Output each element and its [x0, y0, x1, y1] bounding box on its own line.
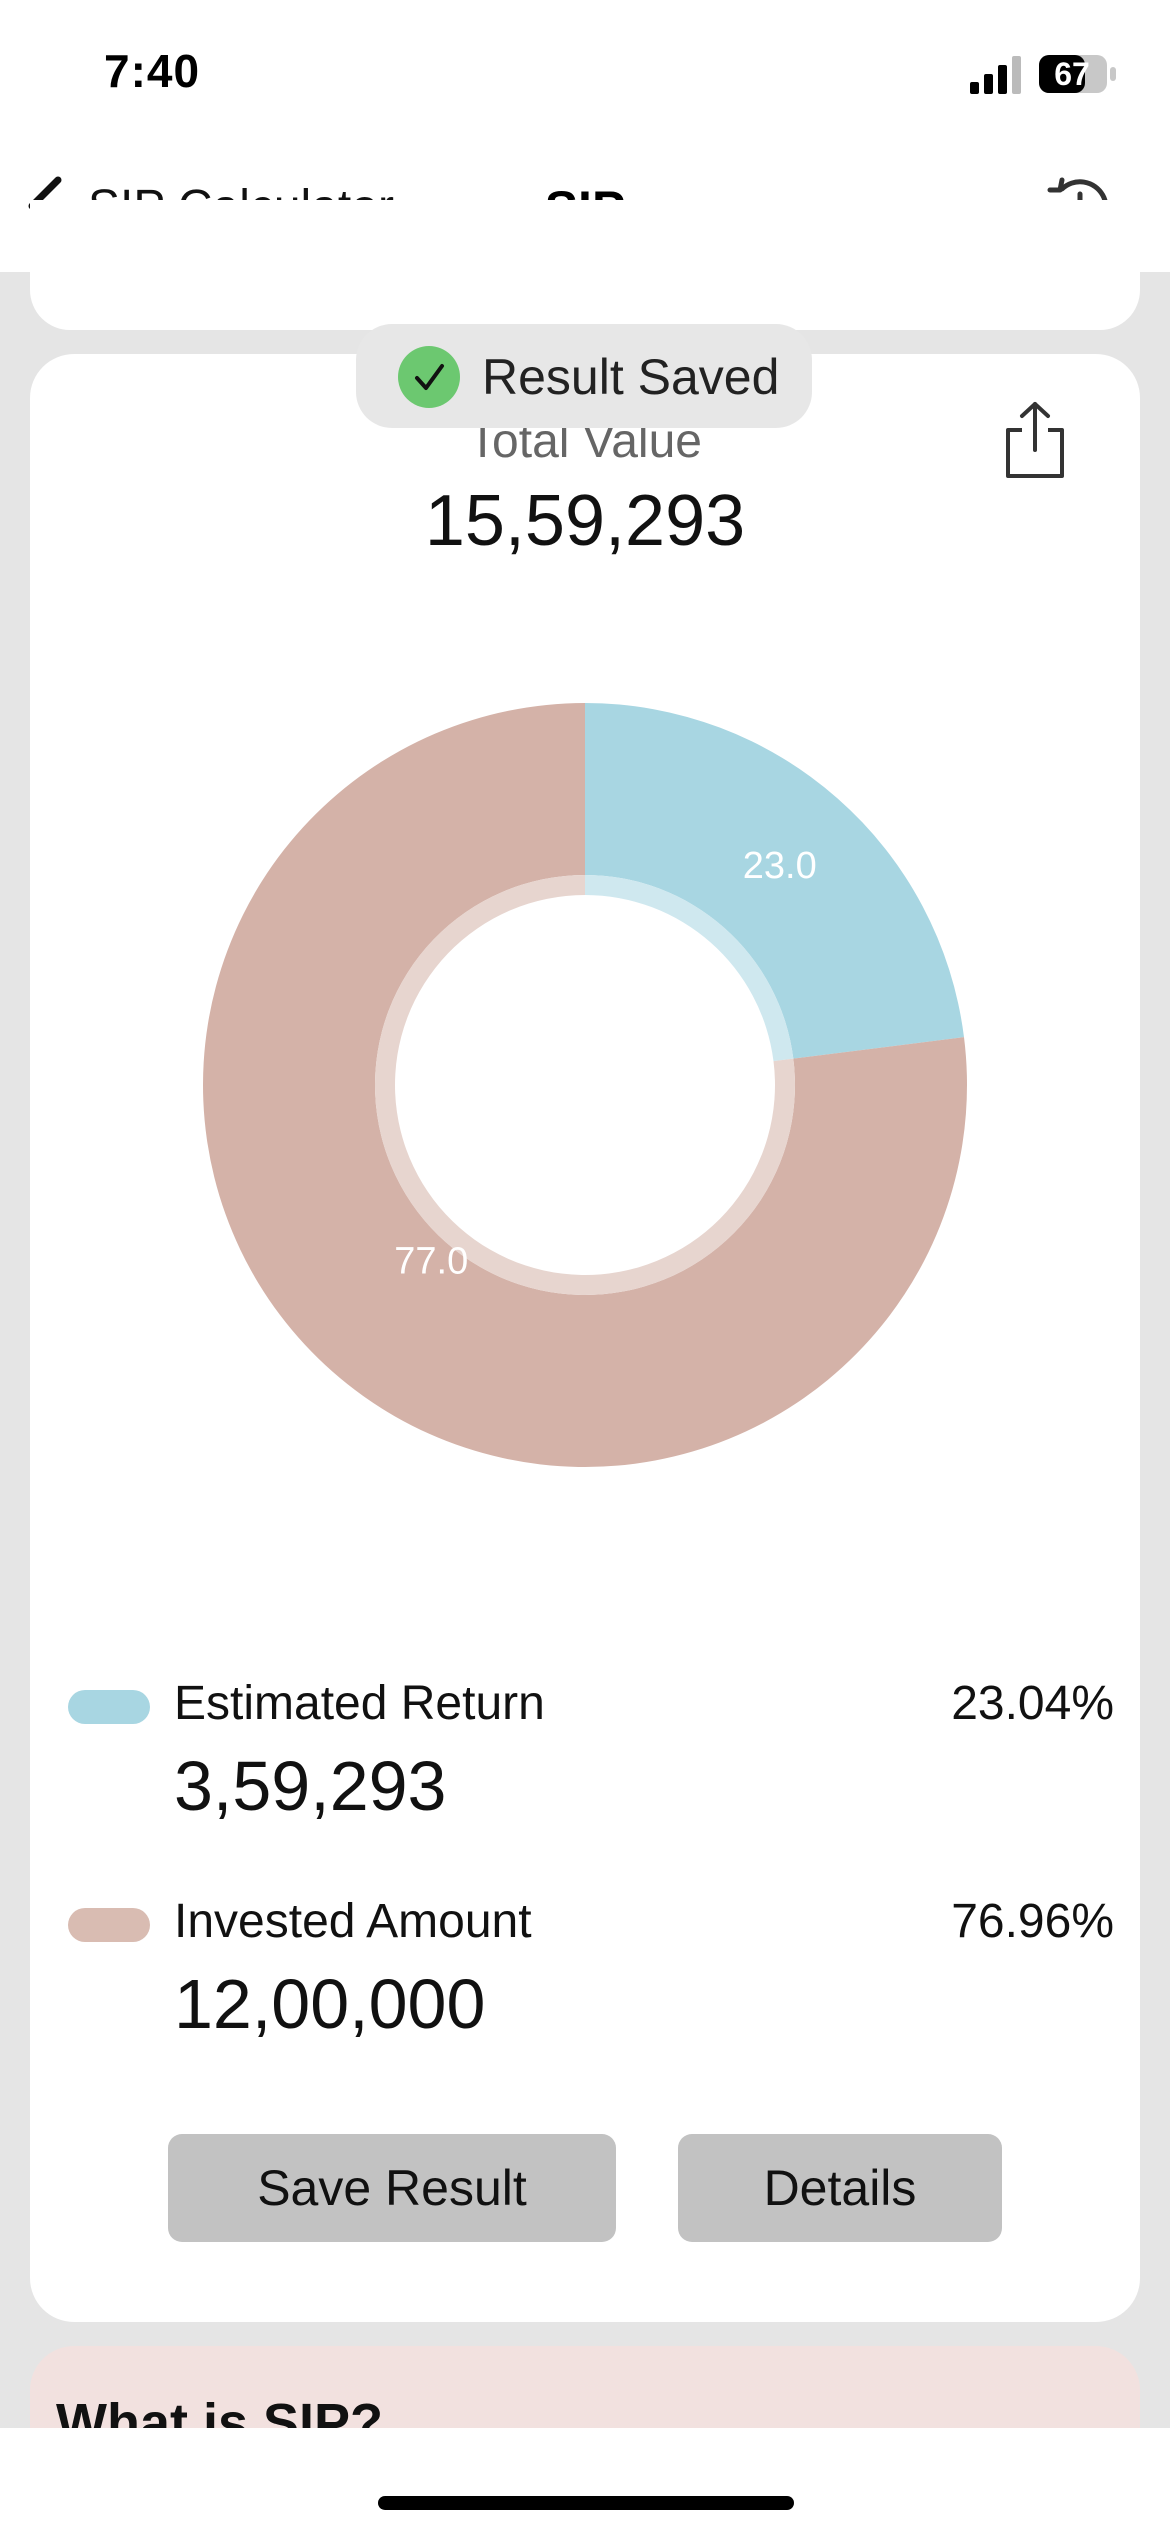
checkmark-circle-icon — [398, 346, 460, 408]
share-icon[interactable] — [1000, 400, 1070, 480]
donut-slice-estimated-return — [585, 703, 964, 1059]
toast-text: Result Saved — [482, 349, 780, 405]
donut-inner-ring-0 — [585, 875, 794, 1062]
previous-card — [30, 200, 1140, 330]
legend-swatch-estimated-return — [68, 1690, 150, 1724]
legend-label: Invested Amount — [174, 1895, 532, 1948]
legend-value: 12,00,000 — [174, 1965, 486, 2043]
battery-level: 67 — [1054, 56, 1090, 92]
donut-slice-invested-amount — [202, 703, 967, 1467]
result-saved-toast: Result Saved — [356, 324, 812, 428]
donut-data-label: 23.0 — [743, 845, 817, 887]
battery-icon — [1039, 55, 1116, 93]
donut-data-label: 77.0 — [394, 1240, 468, 1282]
total-value: 15,59,293 — [424, 481, 746, 561]
legend-label: Estimated Return — [174, 1677, 545, 1730]
status-time: 7:40 — [104, 45, 201, 97]
home-indicator-area — [0, 2428, 1170, 2532]
donut-chart: 23.0 77.0 — [202, 703, 967, 1467]
legend-value: 3,59,293 — [174, 1747, 447, 1825]
legend-estimated-return: Estimated Return 23.04% 3,59,293 — [0, 1676, 1170, 1836]
legend-percent: 23.04% — [951, 1677, 1114, 1730]
legend-swatch-invested-amount — [68, 1908, 150, 1942]
legend-percent: 76.96% — [951, 1895, 1114, 1948]
cellular-signal-icon — [970, 56, 1021, 94]
details-button[interactable]: Details — [678, 2134, 1002, 2242]
status-bar: 7:40 67 — [0, 0, 1170, 140]
home-indicator[interactable] — [378, 2496, 794, 2510]
legend-invested-amount: Invested Amount 76.96% 12,00,000 — [0, 1894, 1170, 2054]
save-result-button[interactable]: Save Result — [168, 2134, 616, 2242]
